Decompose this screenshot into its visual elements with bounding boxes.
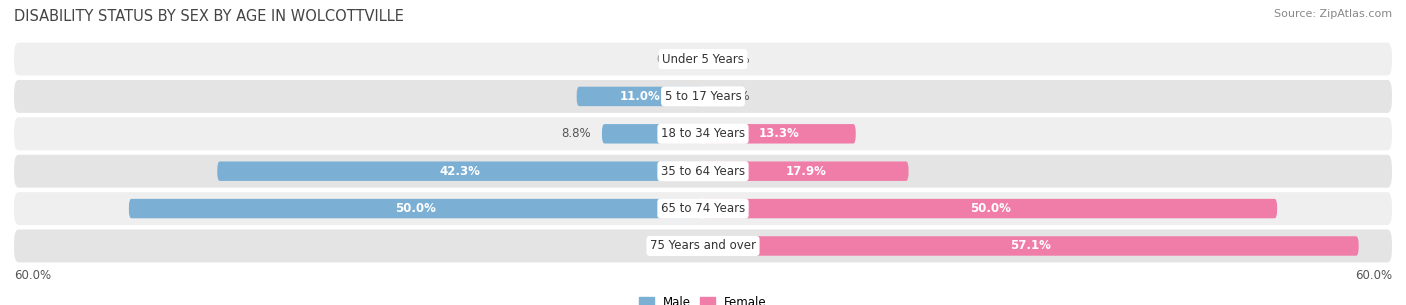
FancyBboxPatch shape: [703, 161, 908, 181]
Text: 0.0%: 0.0%: [657, 52, 686, 66]
FancyBboxPatch shape: [14, 80, 1392, 113]
FancyBboxPatch shape: [576, 87, 703, 106]
FancyBboxPatch shape: [602, 124, 703, 144]
Text: 75 Years and over: 75 Years and over: [650, 239, 756, 253]
FancyBboxPatch shape: [703, 124, 856, 144]
Text: Source: ZipAtlas.com: Source: ZipAtlas.com: [1274, 9, 1392, 19]
FancyBboxPatch shape: [703, 199, 1277, 218]
Text: 0.0%: 0.0%: [657, 239, 686, 253]
Text: 0.0%: 0.0%: [720, 90, 749, 103]
Text: 60.0%: 60.0%: [14, 269, 51, 282]
Text: DISABILITY STATUS BY SEX BY AGE IN WOLCOTTVILLE: DISABILITY STATUS BY SEX BY AGE IN WOLCO…: [14, 9, 404, 24]
FancyBboxPatch shape: [14, 43, 1392, 75]
Text: 35 to 64 Years: 35 to 64 Years: [661, 165, 745, 178]
Text: 5 to 17 Years: 5 to 17 Years: [665, 90, 741, 103]
Text: 50.0%: 50.0%: [970, 202, 1011, 215]
Text: 13.3%: 13.3%: [759, 127, 800, 140]
Text: 18 to 34 Years: 18 to 34 Years: [661, 127, 745, 140]
Text: 42.3%: 42.3%: [440, 165, 481, 178]
FancyBboxPatch shape: [14, 155, 1392, 188]
Text: 65 to 74 Years: 65 to 74 Years: [661, 202, 745, 215]
Text: 0.0%: 0.0%: [720, 52, 749, 66]
FancyBboxPatch shape: [14, 192, 1392, 225]
FancyBboxPatch shape: [129, 199, 703, 218]
Text: 11.0%: 11.0%: [620, 90, 661, 103]
FancyBboxPatch shape: [218, 161, 703, 181]
Text: 17.9%: 17.9%: [786, 165, 827, 178]
FancyBboxPatch shape: [14, 117, 1392, 150]
Text: Under 5 Years: Under 5 Years: [662, 52, 744, 66]
Text: 60.0%: 60.0%: [1355, 269, 1392, 282]
Text: 57.1%: 57.1%: [1011, 239, 1052, 253]
Legend: Male, Female: Male, Female: [634, 291, 772, 305]
FancyBboxPatch shape: [703, 236, 1358, 256]
FancyBboxPatch shape: [14, 230, 1392, 262]
Text: 50.0%: 50.0%: [395, 202, 436, 215]
Text: 8.8%: 8.8%: [561, 127, 591, 140]
